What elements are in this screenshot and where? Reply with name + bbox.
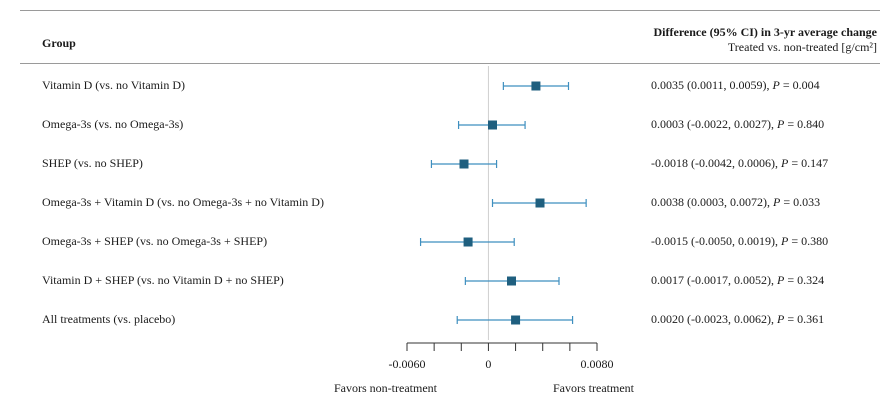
- header-rule: [20, 63, 880, 64]
- estimate-ci-text: -0.0015 (-0.0050, 0.0019),: [651, 234, 781, 248]
- estimate-marker: [535, 198, 545, 208]
- p-value-text: = 0.380: [788, 234, 829, 248]
- p-label: P: [777, 273, 785, 287]
- row-estimate: -0.0015 (-0.0050, 0.0019), P = 0.380: [651, 234, 828, 249]
- row-estimate: -0.0018 (-0.0042, 0.0006), P = 0.147: [651, 156, 828, 171]
- estimate-marker: [459, 159, 469, 169]
- p-label: P: [777, 117, 785, 131]
- row-estimate: 0.0035 (0.0011, 0.0059), P = 0.004: [651, 78, 820, 93]
- estimate-ci-text: 0.0020 (-0.0023, 0.0062),: [651, 312, 777, 326]
- p-value-text: = 0.324: [784, 273, 825, 287]
- row-label: SHEP (vs. no SHEP): [42, 156, 143, 170]
- estimate-marker: [507, 276, 516, 286]
- favors-right-label: Favors treatment: [553, 381, 634, 395]
- p-label: P: [780, 156, 789, 170]
- estimate-ci-text: 0.0038 (0.0003, 0.0072),: [651, 195, 773, 209]
- row-estimate: 0.0017 (-0.0017, 0.0052), P = 0.324: [651, 273, 824, 288]
- row-estimate: 0.0038 (0.0003, 0.0072), P = 0.033: [651, 195, 820, 210]
- estimate-marker: [531, 81, 541, 91]
- row-label: Omega-3s + SHEP (vs. no Omega-3s + SHEP): [42, 234, 268, 248]
- row-label: Vitamin D + SHEP (vs. no Vitamin D + no …: [42, 273, 284, 287]
- estimate-ci-text: 0.0003 (-0.0022, 0.0027),: [651, 117, 777, 131]
- difference-title: Difference (95% CI) in 3-yr average chan…: [653, 25, 878, 39]
- estimate-ci-text: -0.0018 (-0.0042, 0.0006),: [651, 156, 781, 170]
- row-label: All treatments (vs. placebo): [42, 312, 176, 326]
- row-label: Vitamin D (vs. no Vitamin D): [42, 78, 185, 92]
- difference-subtitle: Treated vs. non-treated [g/cm²]: [727, 40, 877, 54]
- p-value-text: = 0.004: [779, 78, 820, 92]
- x-tick-label: 0.0080: [581, 357, 614, 371]
- estimate-ci-text: 0.0035 (0.0011, 0.0059),: [651, 78, 773, 92]
- p-value-text: = 0.033: [780, 195, 821, 209]
- p-label: P: [777, 312, 785, 326]
- estimate-ci-text: 0.0017 (-0.0017, 0.0052),: [651, 273, 777, 287]
- row-estimate: 0.0003 (-0.0022, 0.0027), P = 0.840: [651, 117, 824, 132]
- p-value-text: = 0.840: [784, 117, 825, 131]
- top-rule: [20, 10, 880, 11]
- group-header: Group: [42, 36, 76, 50]
- x-tick-label: -0.0060: [389, 357, 426, 371]
- estimate-marker: [488, 120, 497, 130]
- x-tick-label: 0: [485, 357, 491, 371]
- p-value-text: = 0.361: [784, 312, 825, 326]
- difference-header: Difference (95% CI) in 3-yr average chan…: [654, 25, 878, 55]
- row-label: Omega-3s + Vitamin D (vs. no Omega-3s + …: [42, 195, 324, 209]
- p-label: P: [772, 78, 780, 92]
- row-estimate: 0.0020 (-0.0023, 0.0062), P = 0.361: [651, 312, 824, 327]
- p-label: P: [780, 234, 789, 248]
- p-value-text: = 0.147: [788, 156, 829, 170]
- estimate-marker: [511, 315, 521, 325]
- p-label: P: [773, 195, 781, 209]
- row-label: Omega-3s (vs. no Omega-3s): [42, 117, 184, 131]
- estimate-marker: [463, 237, 473, 247]
- favors-left-label: Favors non-treatment: [334, 381, 437, 395]
